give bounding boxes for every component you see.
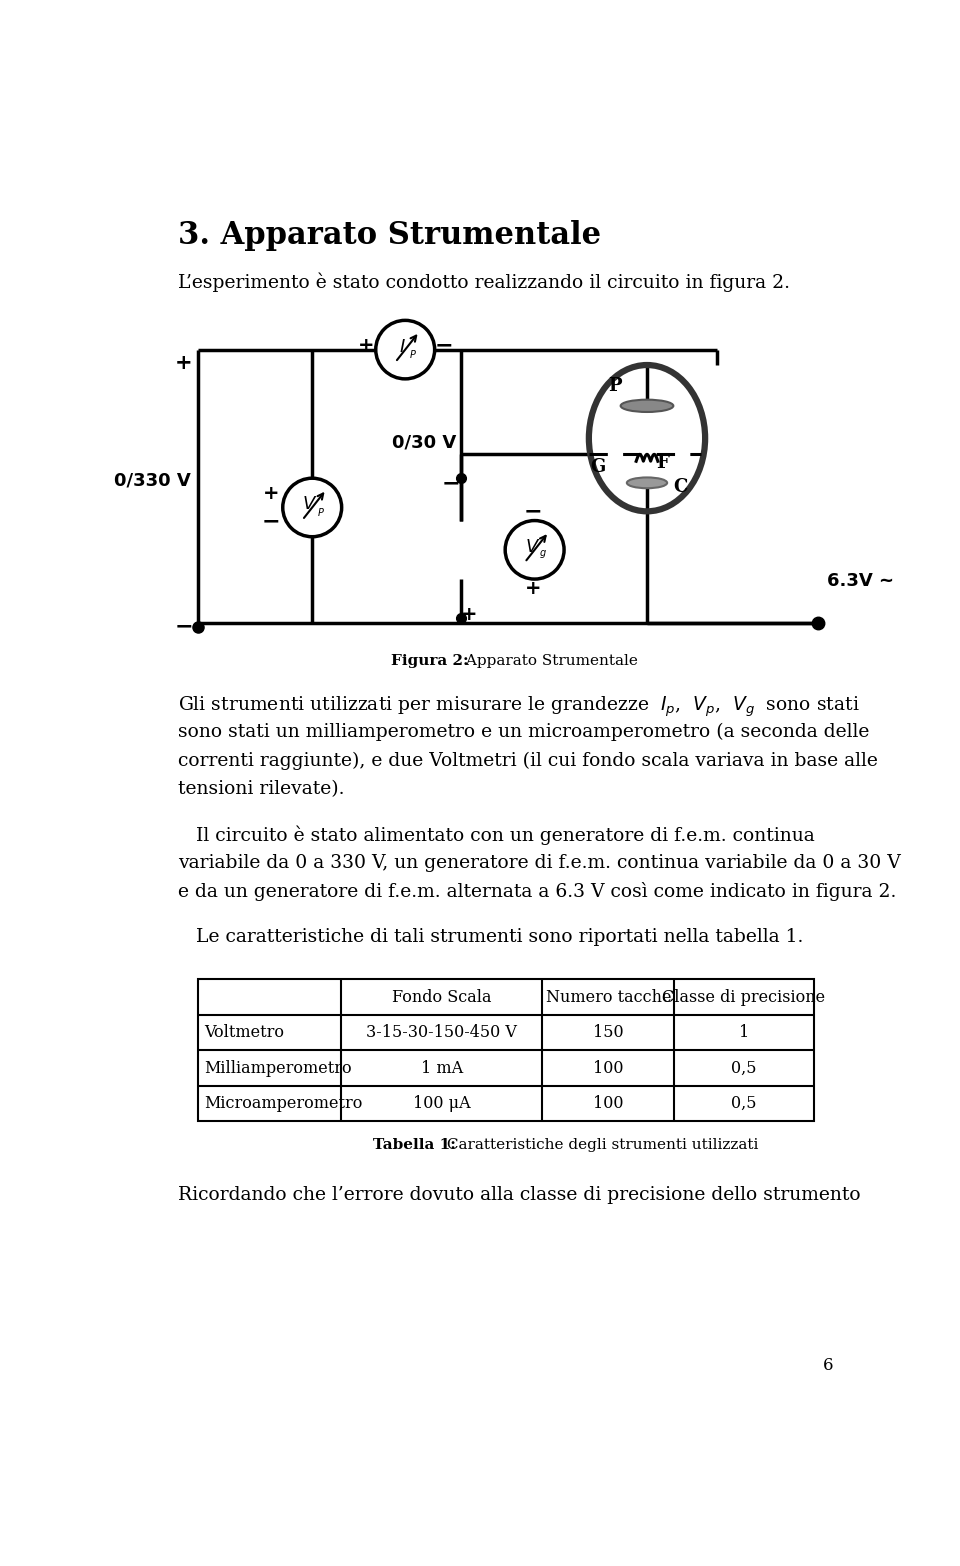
Text: 0/330 V: 0/330 V: [114, 471, 191, 490]
Text: Figura 2:: Figura 2:: [391, 653, 468, 667]
Text: +: +: [175, 354, 192, 373]
Text: −: −: [524, 501, 542, 521]
Text: Numero tacche: Numero tacche: [545, 988, 671, 1005]
Text: −: −: [442, 473, 460, 493]
Text: Tabella 1:: Tabella 1:: [373, 1138, 456, 1153]
Circle shape: [505, 520, 564, 579]
Text: $_P$: $_P$: [317, 506, 324, 518]
Bar: [198, 979, 814, 1121]
Text: Apparato Strumentale: Apparato Strumentale: [461, 653, 637, 667]
Text: $V$: $V$: [524, 537, 540, 556]
Text: +: +: [461, 604, 477, 623]
Text: −: −: [174, 617, 193, 637]
Text: $_P$: $_P$: [409, 348, 417, 362]
Text: Milliamperometro: Milliamperometro: [204, 1060, 351, 1076]
Text: L’esperimento è stato condotto realizzando il circuito in figura 2.: L’esperimento è stato condotto realizzan…: [179, 272, 790, 293]
Text: +: +: [358, 337, 374, 355]
Text: +: +: [263, 484, 279, 503]
Text: G: G: [590, 459, 606, 476]
Text: $I$: $I$: [399, 338, 406, 355]
Text: 3. Apparato Strumentale: 3. Apparato Strumentale: [179, 221, 601, 251]
Text: $V$: $V$: [302, 495, 318, 514]
Text: +: +: [525, 579, 541, 598]
Text: C: C: [673, 478, 687, 496]
Text: e da un generatore di f.e.m. alternata a 6.3 V così come indicato in figura 2.: e da un generatore di f.e.m. alternata a…: [179, 883, 897, 902]
Circle shape: [375, 321, 435, 379]
Text: 6: 6: [823, 1356, 833, 1373]
Ellipse shape: [621, 399, 673, 412]
Text: 100: 100: [593, 1060, 623, 1076]
Text: P: P: [608, 377, 621, 395]
Text: 3-15-30-150-450 V: 3-15-30-150-450 V: [366, 1024, 517, 1041]
Text: Le caratteristiche di tali strumenti sono riportati nella tabella 1.: Le caratteristiche di tali strumenti son…: [179, 929, 804, 946]
Text: 1 mA: 1 mA: [420, 1060, 463, 1076]
Text: Microamperometro: Microamperometro: [204, 1095, 362, 1112]
Text: tensioni rilevate).: tensioni rilevate).: [179, 780, 345, 799]
Text: 6.3V ~: 6.3V ~: [827, 572, 894, 590]
Text: 0,5: 0,5: [732, 1060, 756, 1076]
Text: 1: 1: [739, 1024, 749, 1041]
Text: −: −: [435, 335, 453, 355]
Text: 100: 100: [593, 1095, 623, 1112]
Text: 150: 150: [593, 1024, 624, 1041]
Text: Ricordando che l’errore dovuto alla classe di precisione dello strumento: Ricordando che l’errore dovuto alla clas…: [179, 1185, 861, 1204]
Text: F: F: [656, 454, 669, 471]
Text: Caratteristiche degli strumenti utilizzati: Caratteristiche degli strumenti utilizza…: [442, 1138, 758, 1153]
Text: variabile da 0 a 330 V, un generatore di f.e.m. continua variabile da 0 a 30 V: variabile da 0 a 330 V, un generatore di…: [179, 853, 900, 872]
Ellipse shape: [627, 478, 667, 489]
Text: correnti raggiunte), e due Voltmetri (il cui fondo scala variava in base alle: correnti raggiunte), e due Voltmetri (il…: [179, 752, 878, 770]
Text: $_g$: $_g$: [540, 548, 547, 562]
Text: −: −: [262, 512, 280, 531]
Text: sono stati un milliamperometro e un microamperometro (a seconda delle: sono stati un milliamperometro e un micr…: [179, 723, 870, 741]
Text: 0,5: 0,5: [732, 1095, 756, 1112]
Text: Voltmetro: Voltmetro: [204, 1024, 284, 1041]
Text: Fondo Scala: Fondo Scala: [392, 988, 492, 1005]
Text: Il circuito è stato alimentato con un generatore di f.e.m. continua: Il circuito è stato alimentato con un ge…: [179, 825, 815, 846]
Text: Gli strumenti utilizzati per misurare le grandezze  $I_p$,  $V_p$,  $V_g$  sono : Gli strumenti utilizzati per misurare le…: [179, 695, 860, 719]
Text: 0/30 V: 0/30 V: [392, 434, 456, 451]
Circle shape: [283, 478, 342, 537]
Text: 100 μA: 100 μA: [413, 1095, 470, 1112]
Text: Classe di precisione: Classe di precisione: [662, 988, 826, 1005]
